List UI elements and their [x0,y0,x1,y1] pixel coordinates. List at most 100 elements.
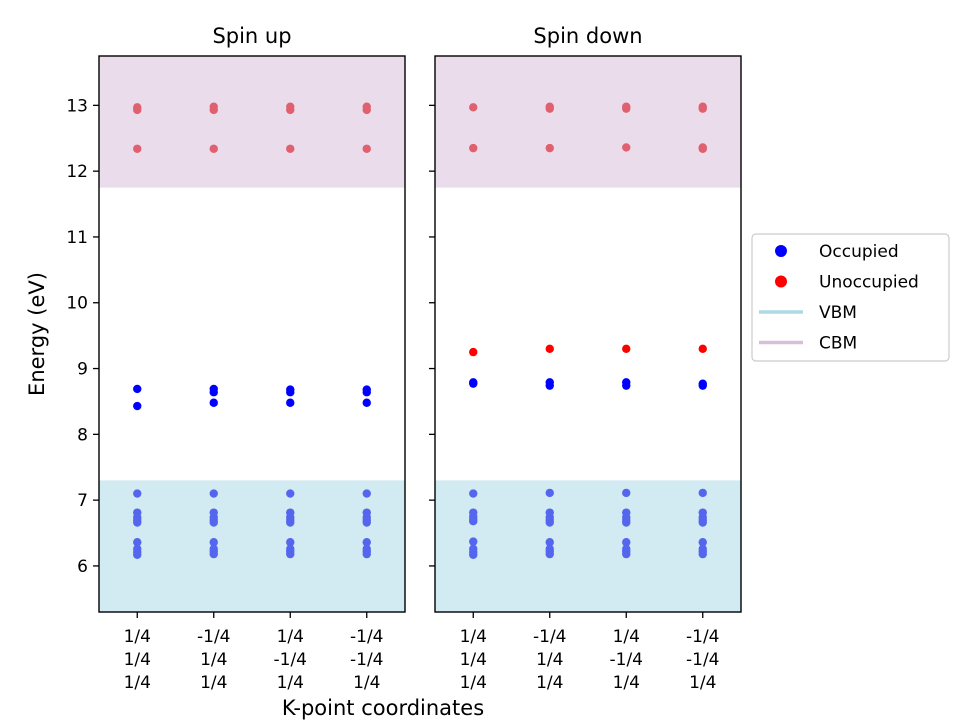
y-tick-label: 8 [77,425,88,445]
data-point-occupied-deep [698,488,707,498]
legend: Occupied Unoccupied VBM CBM [751,233,950,362]
data-point-unoccupied [698,344,707,354]
data-point-occupied-deep [469,537,478,546]
x-tick-label: 1/4 [613,673,640,693]
data-point-unoccupied [469,347,478,357]
y-tick-label: 12 [66,162,88,182]
data-point-occupied-deep [698,508,707,517]
x-tick-label: -1/4 [350,627,384,647]
data-point-unoccupied-band [622,143,631,152]
data-point-occupied-deep [286,544,295,554]
data-point-unoccupied-band [286,102,295,111]
data-point-occupied-deep [622,488,631,498]
data-point-occupied [698,379,707,388]
data-point-occupied-deep [133,538,142,547]
legend-label-vbm: VBM [819,303,857,323]
legend-frame [751,233,950,362]
data-point-occupied-deep [286,508,295,517]
data-point-occupied [286,385,295,394]
x-tick-label: -1/4 [686,650,720,670]
data-point-occupied-deep [362,544,371,554]
data-point-occupied [286,398,295,407]
data-point-occupied-deep [622,544,631,554]
data-point-occupied-deep [133,544,142,554]
y-tick-label: 9 [77,360,88,380]
x-tick-label: 1/4 [460,627,487,647]
y-tick-label: 13 [66,96,88,116]
data-point-occupied-deep [469,508,478,517]
panels-layer: Spin up 6 7 8 9 10 11 12 13 1/4 1/4 1/4 -1/4 1/4 1/4 1/… [66,24,742,693]
y-tick-label: 11 [66,228,88,248]
data-point-unoccupied-band [469,103,478,112]
data-point-unoccupied-band [133,103,142,112]
x-tick-label: 1/4 [124,673,151,693]
x-tick-label: -1/4 [686,627,720,647]
data-point-occupied [133,384,142,394]
data-point-unoccupied [622,344,631,354]
x-tick-label: 1/4 [277,673,304,693]
x-tick-label: -1/4 [533,627,567,647]
data-point-unoccupied-band [133,144,142,153]
panel-title: Spin down [533,24,642,48]
data-point-occupied-deep [545,488,554,498]
data-point-unoccupied-band [469,143,478,153]
x-tick-label: 1/4 [460,673,487,693]
data-point-occupied-deep [545,538,554,547]
plot-frame [98,55,406,613]
data-point-occupied-deep [469,489,478,498]
data-point-occupied [362,398,371,407]
data-point-occupied [133,401,142,411]
data-point-occupied-deep [622,538,631,547]
x-tick-label: 1/4 [124,627,151,647]
x-tick-label: -1/4 [274,650,308,670]
data-point-occupied-deep [698,538,707,547]
x-tick-label: -1/4 [610,650,644,670]
legend-label-cbm: CBM [819,334,857,354]
x-tick-label: 1/4 [353,673,380,693]
panel-title: Spin up [212,24,291,48]
data-point-unoccupied-band [362,102,371,111]
data-point-occupied [362,385,371,394]
y-tick-label: 7 [77,491,88,511]
data-point-unoccupied-band [286,144,295,153]
cbm-band [99,56,405,188]
y-tick-label: 6 [77,557,88,577]
x-tick-label: 1/4 [536,650,563,670]
data-point-occupied-deep [469,544,478,554]
data-point-occupied-deep [133,489,142,498]
x-tick-label: 1/4 [277,627,304,647]
data-point-occupied-deep [209,489,218,498]
data-point-unoccupied-band [622,102,631,111]
vbm-band [435,480,741,612]
data-point-occupied-deep [209,544,218,554]
x-tick-label: -1/4 [350,650,384,670]
legend-label-unoccupied: Unoccupied [819,273,919,293]
data-point-occupied-deep [286,489,295,498]
data-point-occupied-deep [698,544,707,554]
x-axis-label: K-point coordinates [282,696,484,720]
data-point-occupied [209,384,218,394]
data-point-unoccupied-band [698,143,707,152]
data-point-occupied [545,378,554,387]
x-tick-label: 1/4 [613,627,640,647]
y-axis-label: Energy (eV) [25,272,49,396]
data-point-occupied-deep [209,538,218,547]
data-point-unoccupied-band [209,144,218,153]
data-point-unoccupied [545,344,554,354]
data-point-occupied-deep [209,508,218,517]
data-point-occupied-deep [545,508,554,517]
data-point-unoccupied-band [545,102,554,111]
data-point-unoccupied-band [362,144,371,153]
plot-frame [434,55,742,613]
x-tick-label: 1/4 [124,650,151,670]
data-point-occupied-deep [133,508,142,517]
x-tick-label: 1/4 [689,673,716,693]
data-point-unoccupied-band [698,102,707,111]
data-point-occupied-deep [362,508,371,517]
data-point-unoccupied-band [545,143,554,153]
legend-marker-occupied [775,245,787,257]
panel-spin-up: Spin up 6 7 8 9 10 11 12 13 1/4 1/4 1/4 -1/4 1/4 1/4 1/… [66,24,406,693]
x-tick-label: 1/4 [536,673,563,693]
data-point-occupied-deep [362,538,371,547]
